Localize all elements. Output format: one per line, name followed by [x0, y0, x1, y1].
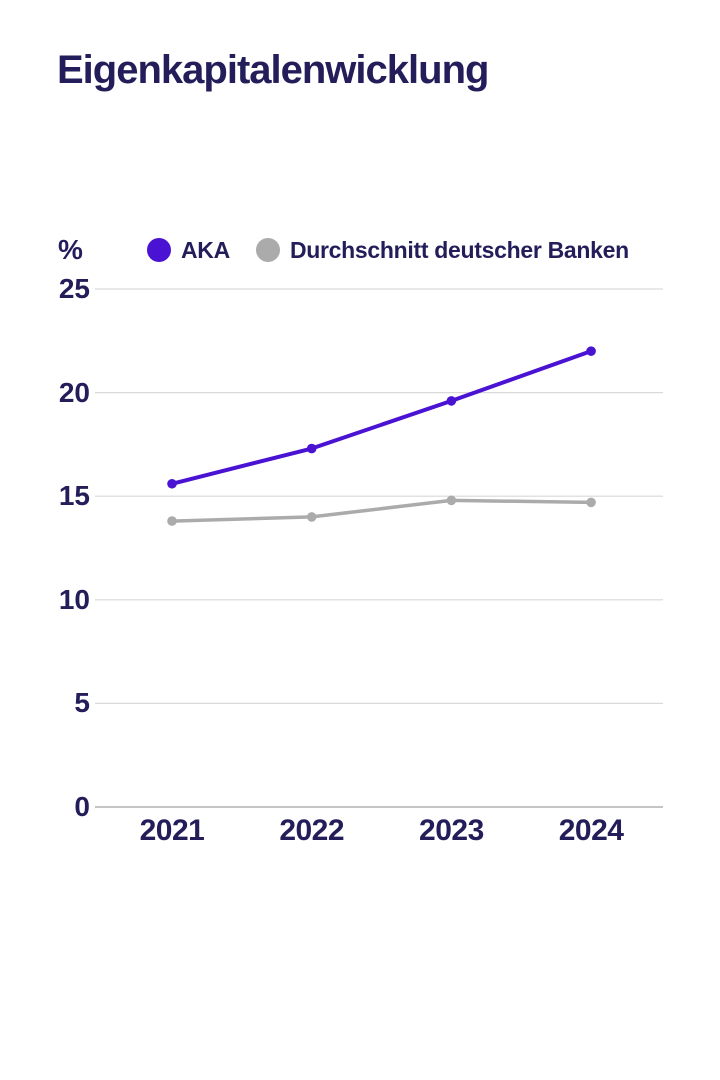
y-tick-label: 0 — [74, 791, 90, 822]
data-point — [167, 478, 177, 489]
y-tick-label: 15 — [58, 480, 90, 512]
x-tick-label: 2022 — [279, 814, 345, 847]
y-axis-unit-label: % — [58, 234, 83, 265]
series-line-aka — [170, 349, 594, 486]
legend-item-banken: Durchschnitt deutscher Banken — [255, 236, 629, 264]
data-point — [586, 346, 596, 356]
series-line-durchschnitt-deutscher-banken — [170, 498, 593, 523]
data-point — [446, 495, 457, 506]
y-tick-label: 5 — [74, 687, 90, 719]
x-tick-label: 2024 — [558, 814, 624, 847]
legend-label-banken: Durchschnitt deutscher Banken — [289, 236, 629, 263]
legend-item-aka: AKA — [147, 237, 230, 264]
legend-label-aka: AKA — [181, 236, 230, 263]
data-point — [446, 396, 457, 406]
line-chart — [95, 288, 663, 808]
y-tick-label: 10 — [58, 583, 90, 615]
y-tick-label: 20 — [58, 376, 90, 408]
data-point — [167, 516, 177, 526]
x-tick-label: 2023 — [419, 814, 484, 847]
legend-dot-banken-icon — [255, 238, 280, 262]
data-point — [306, 512, 317, 522]
data-point — [586, 497, 596, 508]
legend-dot-aka-icon — [147, 238, 171, 262]
x-tick-label: 2021 — [139, 814, 205, 847]
data-point — [306, 443, 317, 454]
page-title: Eigenkapitalenwicklung — [57, 48, 489, 92]
y-tick-label: 25 — [58, 273, 90, 304]
chart-legend: AKA Durchschnitt deutscher Banken — [147, 237, 629, 263]
